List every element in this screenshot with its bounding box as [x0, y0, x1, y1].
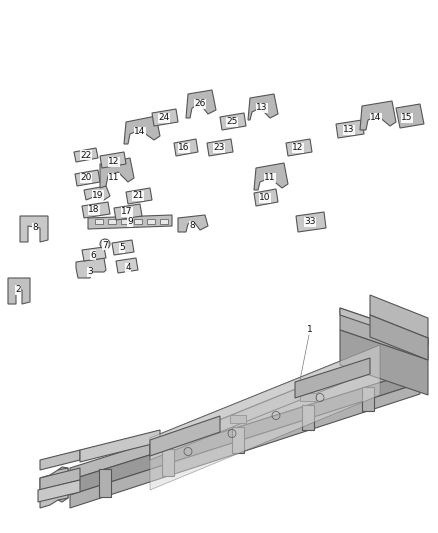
Text: 11: 11 — [108, 174, 120, 182]
Polygon shape — [116, 258, 138, 273]
Polygon shape — [150, 416, 220, 456]
Text: 10: 10 — [259, 193, 271, 203]
Circle shape — [100, 239, 110, 249]
Polygon shape — [178, 215, 208, 232]
Polygon shape — [76, 258, 106, 278]
Text: 7: 7 — [102, 240, 108, 249]
Polygon shape — [254, 163, 288, 190]
Text: 1: 1 — [307, 326, 313, 335]
Polygon shape — [124, 116, 160, 144]
Polygon shape — [38, 480, 80, 502]
Text: 15: 15 — [401, 114, 413, 123]
Polygon shape — [300, 393, 316, 401]
Polygon shape — [396, 104, 424, 128]
Polygon shape — [58, 467, 68, 502]
Polygon shape — [84, 186, 110, 200]
Polygon shape — [134, 219, 142, 224]
Polygon shape — [100, 152, 126, 168]
Text: 24: 24 — [159, 114, 170, 123]
Text: 17: 17 — [121, 207, 133, 216]
Polygon shape — [70, 370, 420, 495]
Polygon shape — [74, 148, 98, 162]
Polygon shape — [160, 437, 176, 445]
Polygon shape — [82, 247, 106, 261]
Polygon shape — [88, 215, 172, 229]
Polygon shape — [150, 345, 380, 490]
Polygon shape — [207, 139, 233, 156]
Polygon shape — [20, 216, 48, 242]
Text: 19: 19 — [92, 190, 104, 199]
Text: 18: 18 — [88, 206, 100, 214]
Polygon shape — [100, 158, 134, 188]
Text: 14: 14 — [134, 127, 146, 136]
Polygon shape — [232, 427, 244, 453]
Polygon shape — [147, 219, 155, 224]
Polygon shape — [70, 383, 420, 508]
Polygon shape — [108, 219, 116, 224]
Text: 22: 22 — [81, 150, 92, 159]
Polygon shape — [336, 120, 364, 138]
Polygon shape — [254, 189, 278, 206]
Text: 20: 20 — [80, 174, 92, 182]
Polygon shape — [99, 469, 111, 497]
Text: 13: 13 — [343, 125, 355, 134]
Polygon shape — [40, 468, 80, 490]
Text: 3: 3 — [87, 268, 93, 277]
Polygon shape — [80, 430, 160, 462]
Polygon shape — [360, 101, 396, 130]
Polygon shape — [248, 94, 278, 120]
Polygon shape — [340, 308, 428, 360]
Polygon shape — [114, 204, 142, 220]
Polygon shape — [174, 139, 198, 156]
Text: 16: 16 — [178, 143, 190, 152]
Polygon shape — [186, 90, 216, 118]
Polygon shape — [230, 415, 246, 423]
Polygon shape — [112, 240, 134, 255]
Polygon shape — [220, 113, 246, 130]
Text: 26: 26 — [194, 100, 206, 109]
Text: 8: 8 — [32, 223, 38, 232]
Polygon shape — [340, 308, 428, 345]
Text: 9: 9 — [127, 217, 133, 227]
Text: 6: 6 — [90, 251, 96, 260]
Text: 4: 4 — [125, 263, 131, 272]
Polygon shape — [82, 202, 110, 218]
Text: 25: 25 — [226, 117, 238, 126]
Polygon shape — [296, 212, 326, 232]
Polygon shape — [370, 315, 428, 360]
Text: 13: 13 — [256, 103, 268, 112]
Polygon shape — [75, 170, 100, 186]
Polygon shape — [340, 330, 428, 395]
Text: 8: 8 — [189, 222, 195, 230]
Text: 12: 12 — [108, 157, 120, 166]
Polygon shape — [70, 358, 420, 480]
Polygon shape — [40, 468, 68, 508]
Text: 5: 5 — [119, 244, 125, 253]
Polygon shape — [160, 219, 168, 224]
Polygon shape — [8, 278, 30, 304]
Polygon shape — [302, 405, 314, 431]
Polygon shape — [150, 345, 380, 448]
Polygon shape — [286, 139, 312, 156]
Text: 23: 23 — [213, 143, 225, 152]
Polygon shape — [152, 109, 178, 126]
Polygon shape — [95, 219, 103, 224]
Text: 2: 2 — [15, 286, 21, 295]
Polygon shape — [295, 358, 370, 398]
Text: 33: 33 — [304, 217, 316, 227]
Text: 21: 21 — [132, 191, 144, 200]
Polygon shape — [162, 449, 174, 476]
Polygon shape — [361, 386, 374, 411]
Polygon shape — [126, 188, 152, 204]
Polygon shape — [150, 355, 380, 460]
Polygon shape — [40, 450, 80, 470]
Text: 11: 11 — [264, 174, 276, 182]
Polygon shape — [370, 295, 428, 338]
Text: 12: 12 — [292, 143, 304, 152]
Polygon shape — [121, 219, 129, 224]
Text: 14: 14 — [370, 114, 381, 123]
